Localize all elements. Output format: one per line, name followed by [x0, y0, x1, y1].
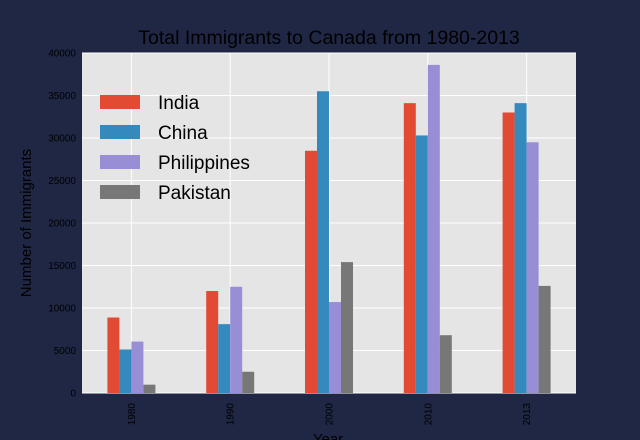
legend-label-india: India	[158, 93, 200, 114]
y-tick-label: 25000	[48, 176, 76, 187]
bars	[107, 64, 551, 394]
bar-india-1990	[206, 291, 219, 393]
bar-china-1980	[119, 349, 132, 393]
y-tick-label: 30000	[48, 134, 76, 145]
bar-china-2000	[317, 91, 329, 393]
bar-pakistan-2013	[538, 285, 551, 393]
x-tick-label: 2013	[522, 403, 533, 426]
legend: India China Philippines Pakistan	[100, 93, 250, 204]
y-tick-label: 0	[70, 389, 76, 400]
x-tick-label: 2000	[325, 403, 336, 426]
bar-philippines-1980	[131, 341, 144, 393]
bar-india-2010	[403, 103, 416, 394]
bar-pakistan-2010	[439, 335, 452, 393]
y-tick-label: 35000	[48, 91, 76, 102]
y-tick-label: 10000	[48, 304, 76, 315]
legend-label-pakistan: Pakistan	[158, 183, 231, 204]
x-tick-label: 2010	[423, 403, 434, 426]
x-tick-label: 1980	[127, 403, 138, 426]
x-tick-label: 1990	[226, 403, 237, 426]
bar-philippines-2013	[526, 142, 539, 393]
bar-china-2010	[415, 135, 428, 393]
bar-philippines-2000	[329, 302, 341, 393]
legend-label-philippines: Philippines	[158, 153, 250, 174]
y-tick-label: 5000	[54, 346, 77, 357]
legend-label-china: China	[158, 123, 208, 144]
legend-swatch-china	[100, 125, 140, 139]
bar-pakistan-2000	[341, 262, 353, 393]
x-axis-label: Year	[313, 431, 343, 440]
bar-india-2000	[305, 150, 317, 393]
y-axis-ticks: 0 5000 10000 15000 20000 25000 30000 35000 40000	[48, 49, 76, 400]
x-axis-ticks: 1980 1990 2000 2010 2013	[127, 403, 533, 426]
bar-india-2013	[502, 112, 515, 393]
bar-pakistan-1980	[143, 384, 156, 393]
y-axis-label: Number of Immigrants	[18, 149, 35, 297]
bar-china-1990	[218, 324, 231, 393]
bar-china-2013	[514, 103, 527, 394]
y-tick-label: 15000	[48, 261, 76, 272]
legend-swatch-india	[100, 95, 140, 109]
y-tick-label: 40000	[48, 49, 76, 60]
legend-swatch-philippines	[100, 155, 140, 169]
bar-pakistan-1990	[242, 371, 255, 393]
bar-india-1980	[107, 317, 120, 393]
bar-philippines-1990	[230, 286, 243, 393]
legend-swatch-pakistan	[100, 185, 140, 199]
chart-title: Total Immigrants to Canada from 1980-201…	[138, 27, 520, 49]
y-tick-label: 20000	[48, 219, 76, 230]
bar-philippines-2010	[427, 64, 440, 394]
